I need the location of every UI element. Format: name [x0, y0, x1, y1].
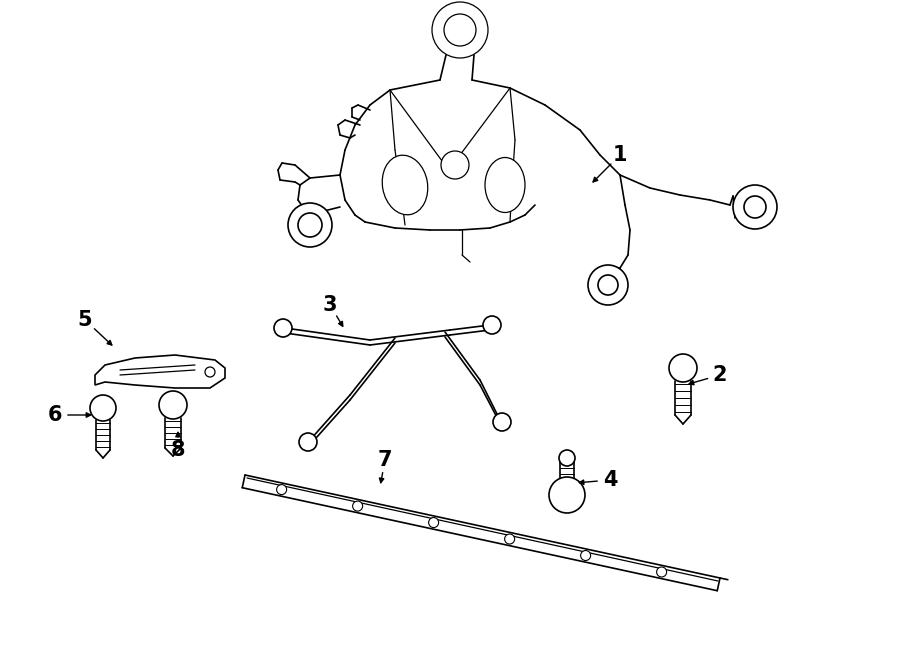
Circle shape [505, 534, 515, 544]
Circle shape [432, 2, 488, 58]
Text: 8: 8 [171, 440, 185, 460]
Circle shape [588, 265, 628, 305]
Circle shape [598, 275, 618, 295]
Circle shape [299, 433, 317, 451]
Circle shape [669, 354, 697, 382]
Text: 3: 3 [323, 295, 338, 315]
Circle shape [205, 367, 215, 377]
Ellipse shape [485, 157, 525, 212]
Circle shape [276, 485, 286, 494]
Text: 6: 6 [48, 405, 62, 425]
Polygon shape [95, 355, 225, 388]
Text: 4: 4 [603, 470, 617, 490]
Circle shape [90, 395, 116, 421]
Circle shape [744, 196, 766, 218]
Text: 1: 1 [613, 145, 627, 165]
Text: 2: 2 [713, 365, 727, 385]
Circle shape [441, 151, 469, 179]
Circle shape [274, 319, 292, 337]
Circle shape [549, 477, 585, 513]
Circle shape [493, 413, 511, 431]
Circle shape [353, 501, 363, 511]
Circle shape [733, 185, 777, 229]
Circle shape [580, 551, 590, 561]
Text: 7: 7 [378, 450, 392, 470]
Circle shape [483, 316, 501, 334]
Circle shape [559, 450, 575, 466]
Circle shape [298, 213, 322, 237]
Circle shape [159, 391, 187, 419]
Circle shape [444, 14, 476, 46]
Circle shape [288, 203, 332, 247]
Ellipse shape [382, 155, 428, 215]
Text: 5: 5 [77, 310, 93, 330]
Circle shape [657, 567, 667, 577]
Circle shape [428, 518, 438, 527]
